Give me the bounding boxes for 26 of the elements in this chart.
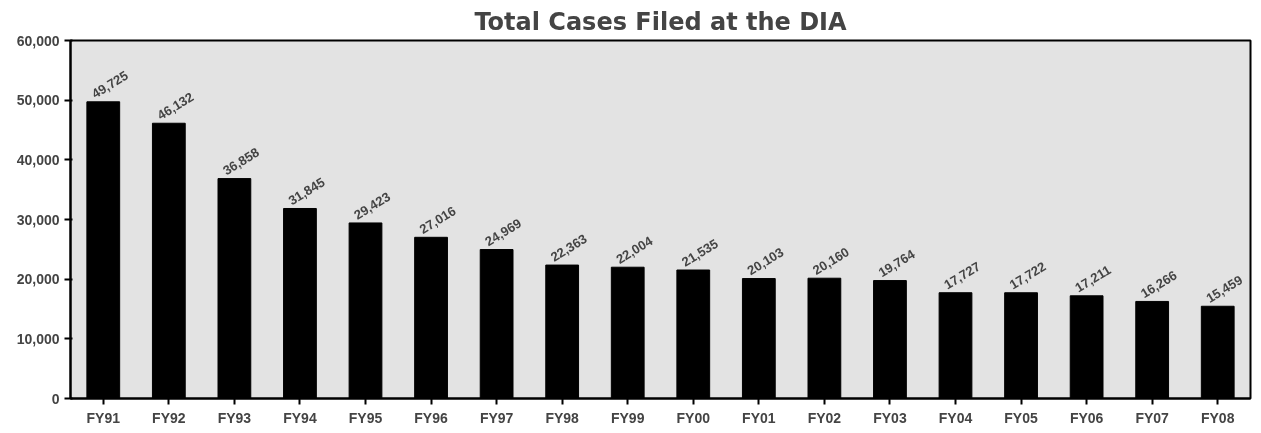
x-tick-label: FY08 xyxy=(1200,409,1235,426)
x-tick-label: FY99 xyxy=(610,409,645,426)
y-tick-label: 50,000 xyxy=(16,92,60,109)
x-tick-label: FY05 xyxy=(1004,409,1038,426)
chart-title: Total Cases Filed at the DIA xyxy=(474,7,848,36)
x-tick-label: FY96 xyxy=(414,409,448,426)
y-tick-label: 40,000 xyxy=(16,151,60,168)
x-tick-label: FY06 xyxy=(1069,409,1104,426)
x-tick-label: FY91 xyxy=(86,409,121,426)
y-tick-label: 30,000 xyxy=(16,211,60,228)
x-tick-label: FY92 xyxy=(152,409,186,426)
x-tick-label: FY97 xyxy=(479,409,514,426)
x-tick-label: FY95 xyxy=(348,409,383,426)
x-tick-label: FY93 xyxy=(217,409,252,426)
y-tick-label: 60,000 xyxy=(16,32,60,49)
y-tick-label: 0 xyxy=(51,390,60,407)
x-tick-label: FY01 xyxy=(742,409,776,426)
x-tick-label: FY98 xyxy=(545,409,580,426)
x-tick-label: FY00 xyxy=(676,409,711,426)
x-tick-label: FY02 xyxy=(807,409,842,426)
y-tick-label: 20,000 xyxy=(16,271,60,288)
x-tick-label: FY07 xyxy=(1135,409,1170,426)
x-tick-label: FY94 xyxy=(283,409,317,426)
y-tick-label: 10,000 xyxy=(16,330,60,347)
x-tick-label: FY04 xyxy=(938,409,973,426)
x-tick-label: FY03 xyxy=(873,409,907,426)
